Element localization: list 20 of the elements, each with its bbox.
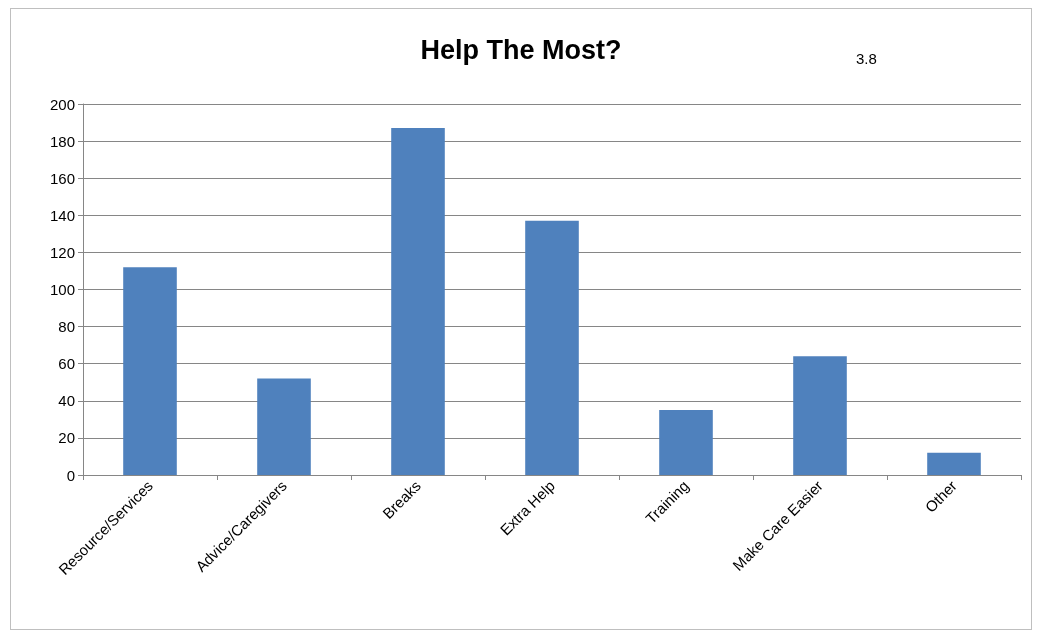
bar — [257, 378, 311, 475]
bar — [525, 220, 579, 475]
y-tick-label: 180 — [49, 132, 75, 150]
y-tick-label: 200 — [49, 95, 75, 113]
y-tick-label: 20 — [58, 429, 75, 447]
y-tick-label: 160 — [49, 169, 75, 187]
bar — [391, 128, 445, 475]
bar — [123, 267, 177, 475]
bar — [927, 452, 981, 475]
y-tick-label: 100 — [49, 281, 75, 298]
y-tick-label: 120 — [49, 243, 75, 261]
y-tick-label: 140 — [49, 206, 75, 224]
y-tick-label: 60 — [58, 355, 75, 373]
chart-title: Help The Most? — [420, 34, 622, 65]
bar — [793, 356, 847, 475]
y-tick-label: 80 — [58, 318, 75, 336]
bar — [659, 410, 713, 475]
y-tick-label: 40 — [58, 392, 75, 410]
y-tick-label: 0 — [66, 466, 75, 484]
text: 3.8 — [856, 50, 877, 67]
